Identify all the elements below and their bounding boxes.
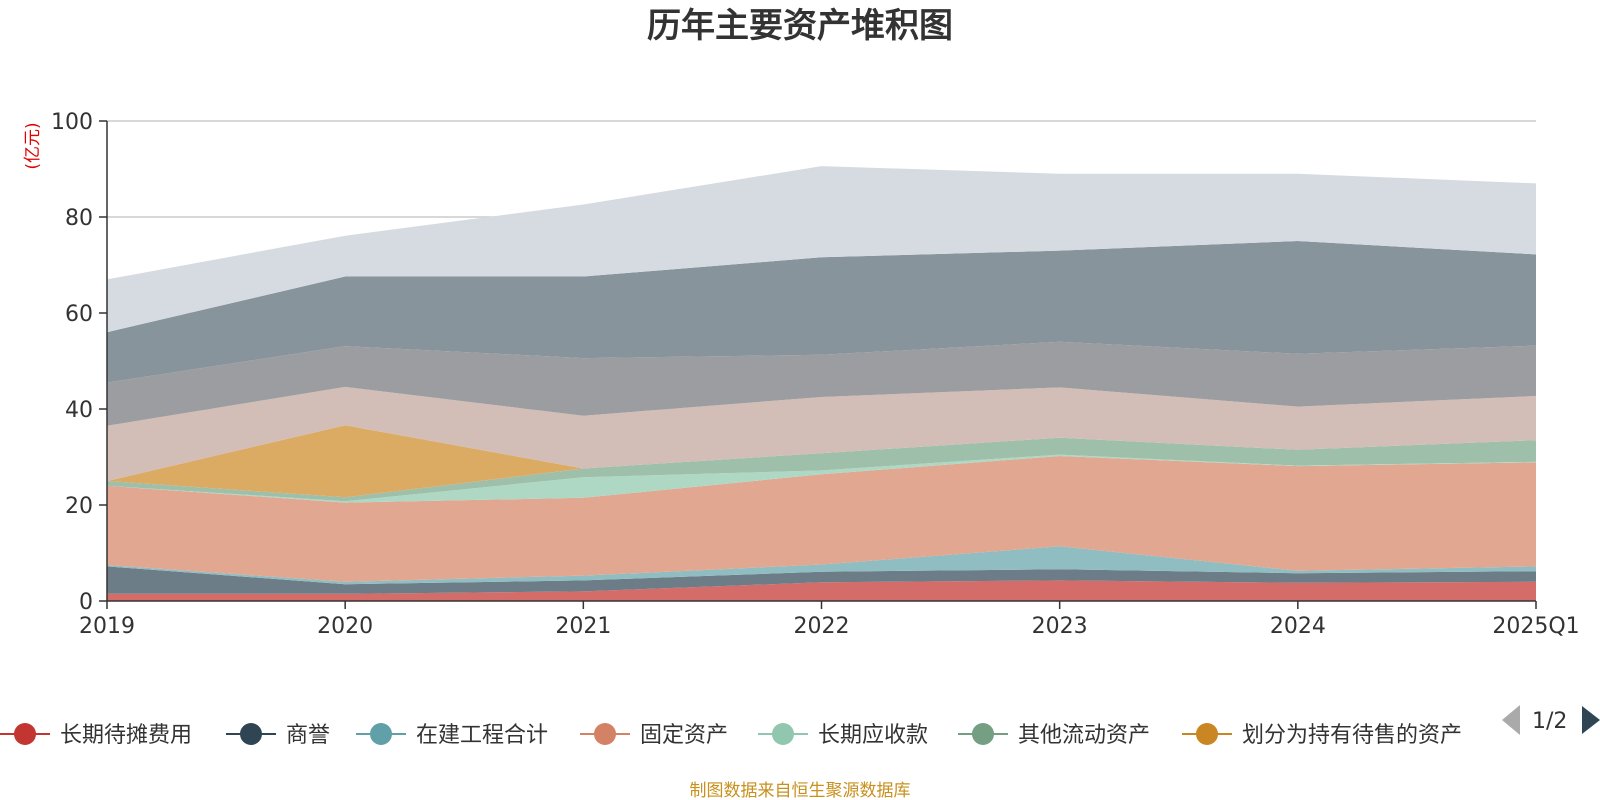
legend-item[interactable]: 其他流动资产 — [958, 723, 1150, 748]
area-series-layer — [107, 166, 1536, 601]
area-series-2 — [107, 546, 1536, 585]
legend: 长期待摊费用 商誉 在建工程合计 固定资产 长期应收款 其他流动资产 划分为持有待售的资产 — [0, 723, 1462, 748]
x-tick-label: 2025Q1 — [1492, 614, 1579, 639]
legend-marker-icon — [594, 723, 616, 745]
legend-item[interactable]: 划分为持有待售的资产 — [1182, 723, 1462, 748]
legend-marker-icon — [772, 723, 794, 745]
area-series-9 — [107, 241, 1536, 383]
legend-marker-icon — [1196, 723, 1218, 745]
area-series-3 — [107, 456, 1536, 582]
legend-prev-page-icon[interactable] — [1502, 705, 1520, 735]
y-tick-label: 0 — [79, 590, 93, 615]
legend-label: 划分为持有待售的资产 — [1242, 723, 1462, 748]
area-series-0 — [107, 580, 1536, 601]
x-tick-label: 2023 — [1032, 614, 1088, 639]
area-series-4 — [107, 454, 1536, 503]
y-tick-label: 60 — [65, 302, 93, 327]
y-axis-unit-label: (亿元) — [23, 122, 43, 169]
x-tick-label: 2022 — [794, 614, 850, 639]
x-tick-label: 2020 — [317, 614, 373, 639]
legend-item[interactable]: 长期应收款 — [758, 723, 928, 748]
x-tick-label: 2024 — [1270, 614, 1326, 639]
legend-item[interactable]: 商誉 — [226, 723, 330, 748]
legend-page-indicator: 1/2 — [1532, 709, 1567, 734]
chart-title: 历年主要资产堆积图 — [647, 6, 953, 46]
legend-label: 商誉 — [286, 723, 330, 748]
y-tick-label: 80 — [65, 206, 93, 231]
legend-label: 其他流动资产 — [1018, 723, 1150, 748]
area-series-6 — [107, 425, 1536, 498]
y-tick-label: 20 — [65, 494, 93, 519]
area-series-5 — [107, 437, 1536, 502]
area-series-7 — [107, 386, 1536, 481]
y-tick-label: 40 — [65, 398, 93, 423]
legend-pager: 1/2 — [1502, 705, 1600, 735]
axes: 0 20 40 60 80 100 2019 2020 2021 2022 2023 2024 2025… — [51, 110, 1580, 639]
legend-item[interactable]: 固定资产 — [580, 723, 728, 748]
legend-marker-icon — [972, 723, 994, 745]
legend-item[interactable]: 在建工程合计 — [356, 723, 548, 748]
area-series-8 — [107, 341, 1536, 426]
legend-item[interactable]: 长期待摊费用 — [0, 723, 192, 748]
data-source-note: 制图数据来自恒生聚源数据库 — [690, 781, 911, 800]
x-tick-label: 2021 — [555, 614, 611, 639]
y-tick-label: 100 — [51, 110, 93, 135]
legend-label: 长期待摊费用 — [60, 723, 192, 748]
legend-label: 在建工程合计 — [416, 723, 548, 748]
legend-label: 固定资产 — [640, 723, 728, 748]
legend-marker-icon — [14, 723, 36, 745]
legend-next-page-icon[interactable] — [1582, 706, 1600, 734]
area-series-1 — [107, 566, 1536, 594]
area-series-10 — [107, 166, 1536, 333]
legend-marker-icon — [370, 723, 392, 745]
legend-label: 长期应收款 — [818, 723, 928, 748]
x-tick-label: 2019 — [79, 614, 135, 639]
legend-marker-icon — [240, 723, 262, 745]
